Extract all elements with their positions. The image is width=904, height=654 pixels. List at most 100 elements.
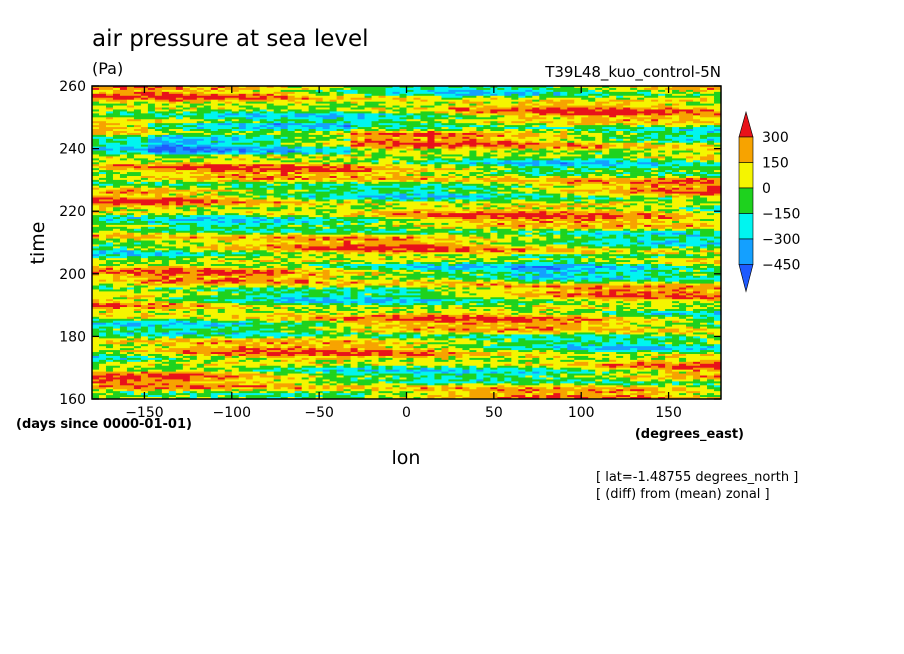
heatmap-cell	[105, 279, 114, 282]
heatmap-cell	[294, 146, 303, 149]
heatmap-cell	[336, 179, 358, 183]
heatmap-cell	[665, 174, 673, 177]
heatmap-cell	[609, 213, 638, 216]
heatmap-cell	[413, 254, 421, 257]
heatmap-cell	[693, 269, 701, 273]
heatmap-cell	[469, 252, 484, 255]
heatmap-cell	[161, 142, 177, 145]
heatmap-cell	[231, 240, 268, 243]
heatmap-cell	[133, 273, 142, 277]
heatmap-cell	[301, 87, 310, 91]
heatmap-cell	[672, 248, 680, 251]
heatmap-cell	[448, 234, 456, 237]
heatmap-cell	[560, 228, 568, 232]
heatmap-cell	[707, 238, 721, 241]
heatmap-cell	[266, 179, 275, 183]
heatmap-cell	[203, 195, 212, 198]
heatmap-cell	[273, 265, 289, 269]
heatmap-cell	[441, 130, 470, 134]
heatmap-cell	[455, 197, 484, 200]
heatmap-cell	[616, 267, 638, 271]
heatmap-cell	[273, 136, 282, 140]
heatmap-cell	[385, 199, 393, 202]
heatmap-cell	[336, 136, 351, 140]
heatmap-cell	[266, 150, 275, 153]
heatmap-cell	[112, 236, 121, 239]
heatmap-cell	[119, 87, 128, 91]
heatmap-cell	[532, 95, 540, 99]
heatmap-cell	[518, 146, 526, 149]
heatmap-cell	[378, 205, 386, 208]
heatmap-cell	[364, 211, 372, 214]
heatmap-cell	[371, 201, 386, 204]
heatmap-cell	[427, 195, 470, 198]
heatmap-cell	[98, 168, 107, 171]
heatmap-cell	[182, 238, 191, 241]
heatmap-cell	[581, 129, 589, 132]
heatmap-cell	[140, 189, 149, 192]
heatmap-cell	[252, 105, 268, 108]
heatmap-cell	[616, 181, 631, 185]
heatmap-cell	[280, 264, 303, 267]
heatmap-cell	[238, 172, 254, 175]
heatmap-cell	[217, 195, 226, 198]
heatmap-cell	[252, 174, 268, 177]
heatmap-cell	[224, 260, 240, 263]
heatmap-cell	[476, 127, 505, 130]
heatmap-cell	[105, 189, 128, 192]
heatmap-cell	[546, 160, 561, 163]
heatmap-cell	[336, 187, 358, 190]
heatmap-cell	[252, 148, 261, 151]
heatmap-cell	[105, 121, 156, 124]
heatmap-cell	[105, 211, 114, 214]
heatmap-cell	[336, 201, 344, 204]
heatmap-cell	[266, 287, 275, 290]
heatmap-cell	[147, 281, 156, 284]
heatmap-cell	[441, 150, 470, 153]
heatmap-cell	[364, 93, 372, 97]
heatmap-cell	[196, 211, 205, 214]
heatmap-cell	[182, 136, 212, 140]
heatmap-cell	[469, 177, 477, 181]
heatmap-cell	[490, 215, 498, 218]
heatmap-cell	[112, 209, 121, 212]
heatmap-cell	[665, 252, 680, 255]
heatmap-cell	[630, 197, 659, 200]
heatmap-cell	[92, 242, 107, 245]
heatmap-cell	[182, 269, 198, 273]
heatmap-cell	[92, 140, 100, 144]
heatmap-cell	[231, 103, 240, 106]
heatmap-cell	[574, 185, 617, 189]
heatmap-cell	[434, 264, 442, 267]
heatmap-cell	[357, 234, 365, 237]
heatmap-cell	[98, 170, 114, 173]
heatmap-cell	[434, 185, 442, 189]
heatmap-cell	[273, 285, 282, 288]
heatmap-cell	[266, 123, 275, 126]
heatmap-cell	[602, 177, 610, 181]
heatmap-cell	[210, 146, 261, 149]
heatmap-cell	[350, 134, 393, 138]
heatmap-cell	[126, 87, 149, 91]
heatmap-cell	[112, 203, 121, 206]
heatmap-cell	[448, 230, 463, 234]
heatmap-cell	[385, 177, 421, 181]
heatmap-cell	[203, 193, 212, 196]
heatmap-cell	[308, 107, 317, 110]
heatmap-cell	[154, 170, 177, 173]
heatmap-cell	[602, 150, 610, 153]
heatmap-cell	[420, 240, 456, 243]
heatmap-cell	[280, 121, 289, 124]
heatmap-cell	[154, 187, 170, 190]
heatmap-cell	[490, 177, 498, 181]
heatmap-cell	[490, 123, 505, 126]
heatmap-cell	[210, 89, 219, 93]
heatmap-cell	[399, 236, 407, 239]
heatmap-cell	[133, 252, 156, 255]
heatmap-cell	[511, 236, 519, 239]
heatmap-cell	[112, 148, 121, 151]
heatmap-cell	[686, 132, 708, 136]
heatmap-cell	[406, 234, 414, 237]
heatmap-cell	[92, 105, 107, 108]
heatmap-cell	[595, 97, 617, 100]
